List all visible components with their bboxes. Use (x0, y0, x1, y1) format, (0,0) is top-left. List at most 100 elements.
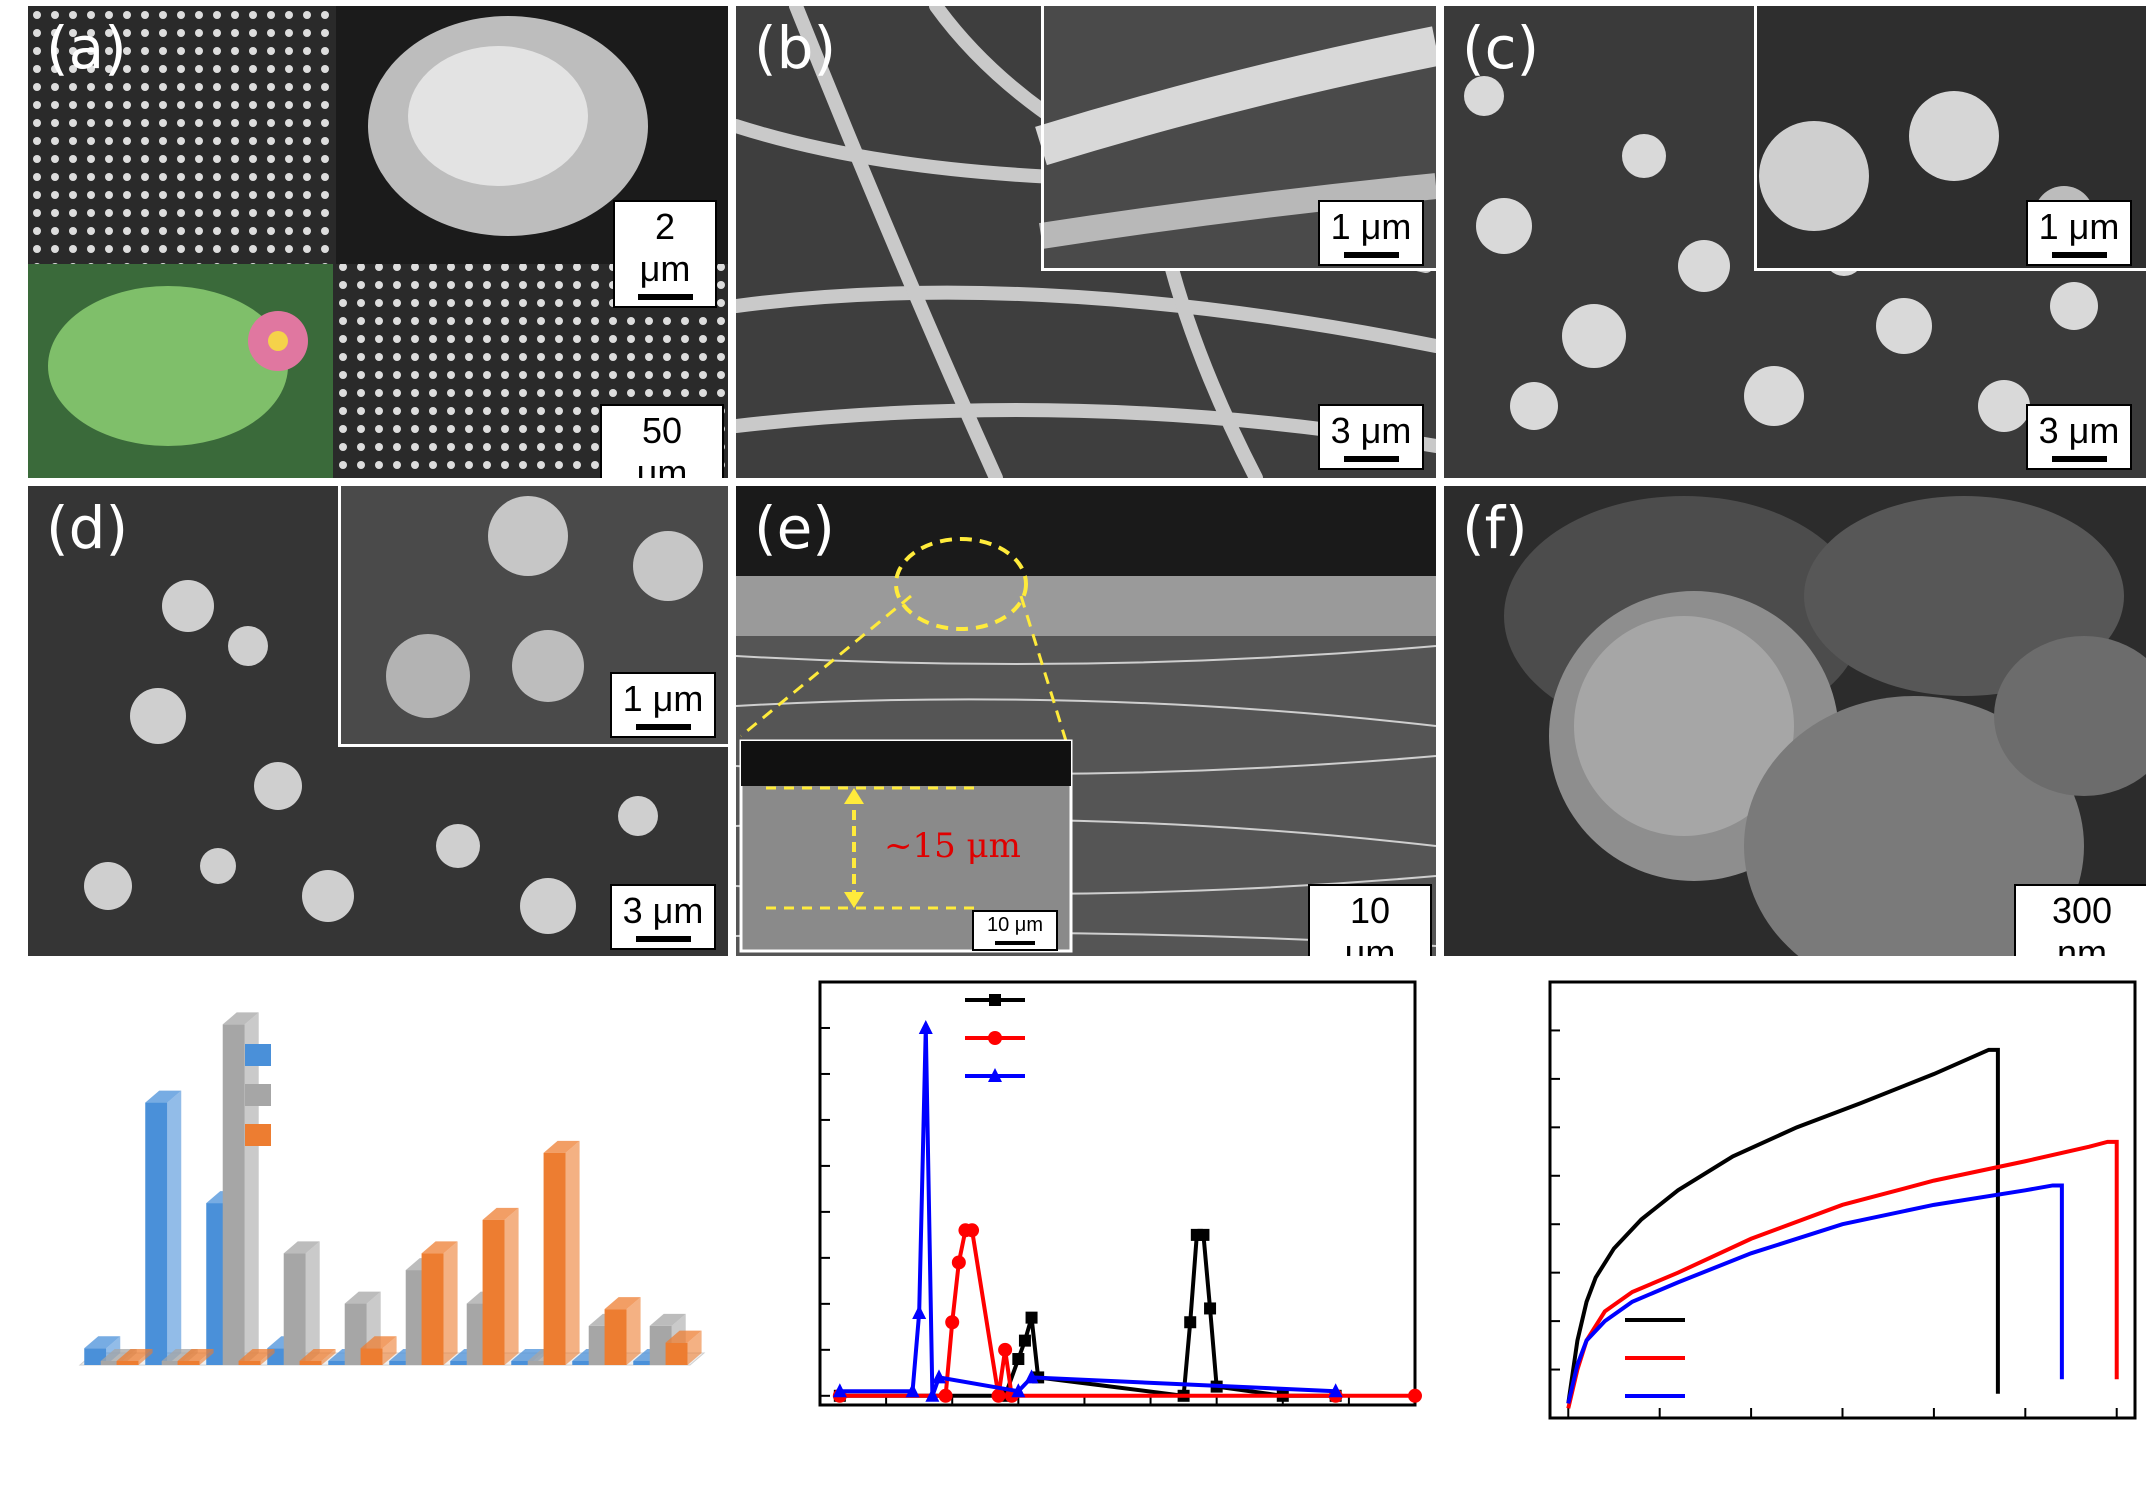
data-point (1408, 1388, 1422, 1403)
bar (527, 1361, 550, 1365)
line-chart-pore-size (818, 980, 1422, 1407)
bar (161, 1361, 184, 1365)
bar-top (604, 1297, 641, 1310)
panel-e: ~15 μm (e) 10 μm 10 μm (736, 486, 1436, 956)
bar-side (443, 1241, 458, 1365)
plot-frame (818, 980, 1417, 1407)
series-line (1566, 1047, 2000, 1404)
data-point (991, 1388, 1006, 1403)
bar-top (145, 1090, 182, 1103)
data-point (1184, 1316, 1197, 1329)
data-point (1204, 1302, 1217, 1315)
data-point (1012, 1353, 1025, 1366)
panel-label: (d) (46, 494, 129, 562)
panel-label: (a) (46, 14, 127, 82)
inset-frame (1041, 6, 1436, 271)
series-line (839, 1228, 1415, 1398)
bar-side (687, 1330, 702, 1365)
bar (572, 1361, 595, 1365)
bar-side (138, 1349, 153, 1365)
bar-top (283, 1241, 320, 1254)
bar-side (565, 1140, 580, 1365)
panel-a: (a) 2 μm 50 μm (28, 6, 728, 478)
series-line (839, 1027, 1336, 1397)
data-point (1024, 1369, 1039, 1384)
bar-side (626, 1297, 641, 1365)
sem-image-bead-closeup (1444, 486, 2146, 956)
bar-side (305, 1241, 320, 1365)
scale-bar-inset: 1 μm (2026, 200, 2132, 266)
bar-side (167, 1090, 182, 1365)
data-point (925, 1387, 940, 1402)
scale-bar-label: 10 μm (987, 914, 1043, 936)
panel-c: (c) 1 μm 3 μm (1444, 6, 2146, 478)
bar-side (321, 1349, 336, 1365)
scale-bar-label: 1 μm (1330, 206, 1412, 247)
series-line (1566, 1183, 2064, 1404)
scale-bar-main: 3 μm (1318, 404, 1424, 470)
series-line (1566, 1139, 2119, 1409)
data-point (1025, 1311, 1038, 1324)
data-point (951, 1255, 966, 1270)
legend-marker (989, 994, 1001, 1006)
bar (283, 1253, 306, 1365)
bar-top (84, 1336, 121, 1349)
panel-label: (f) (1462, 494, 1528, 562)
scale-bar-label: 3 μm (1330, 410, 1412, 451)
scale-bar-label: 3 μm (622, 890, 704, 931)
legend-swatch (245, 1124, 271, 1146)
bar-top (360, 1336, 397, 1349)
bar (389, 1361, 412, 1365)
data-point (998, 1342, 1013, 1357)
data-point (945, 1315, 960, 1330)
data-point (1197, 1228, 1210, 1241)
bar-top (649, 1313, 686, 1326)
bar (511, 1361, 534, 1365)
panel-label: (c) (1462, 14, 1540, 82)
bar-top (299, 1349, 336, 1361)
thickness-annotation: ~15 μm (884, 826, 1021, 866)
scale-bar-label: 1 μm (622, 678, 704, 719)
data-point (932, 1369, 946, 1384)
panel-b: (b) 1 μm 3 μm (736, 6, 1436, 478)
data-point (1018, 1334, 1031, 1347)
scale-bar-inset: 2 μm (613, 200, 717, 308)
bar (543, 1152, 566, 1365)
bar (421, 1253, 444, 1365)
bar-top (222, 1012, 259, 1025)
panel-f: (f) 300 nm (1444, 486, 2146, 956)
panel-label: (e) (754, 494, 835, 562)
data-point (918, 1019, 933, 1034)
bar-top (665, 1330, 702, 1343)
scale-bar-main: 300 nm (2014, 884, 2146, 956)
bar (482, 1219, 505, 1365)
bar-chart-diameter-distribution (78, 1012, 706, 1366)
bar (328, 1361, 351, 1365)
bar (665, 1342, 688, 1365)
bar-top (421, 1241, 458, 1254)
inset-frame (1754, 6, 2146, 271)
scale-bar-inset: 1 μm (1318, 200, 1424, 266)
bar-top (344, 1291, 381, 1304)
bar (299, 1361, 322, 1365)
bar-top (238, 1349, 275, 1361)
bar-side (260, 1349, 275, 1365)
bar-top (177, 1349, 214, 1361)
bar-side (504, 1207, 519, 1365)
legend-marker (988, 1031, 1002, 1045)
panel-d: (d) 1 μm 3 μm (28, 486, 728, 956)
panel-label: (b) (754, 14, 837, 82)
scale-bar-main: 3 μm (2026, 404, 2132, 470)
data-point (832, 1383, 847, 1398)
scale-bar-main: 10 μm (1308, 884, 1432, 956)
bar-side (382, 1336, 397, 1365)
plot-frame (1548, 980, 2137, 1420)
bar-side (199, 1349, 214, 1365)
bar (116, 1361, 139, 1365)
legend-swatch (245, 1044, 271, 1066)
bar (238, 1361, 261, 1365)
data-point (965, 1223, 980, 1238)
data-point (1011, 1383, 1026, 1398)
bar (145, 1102, 168, 1365)
sem-image-fibers (736, 6, 1436, 478)
